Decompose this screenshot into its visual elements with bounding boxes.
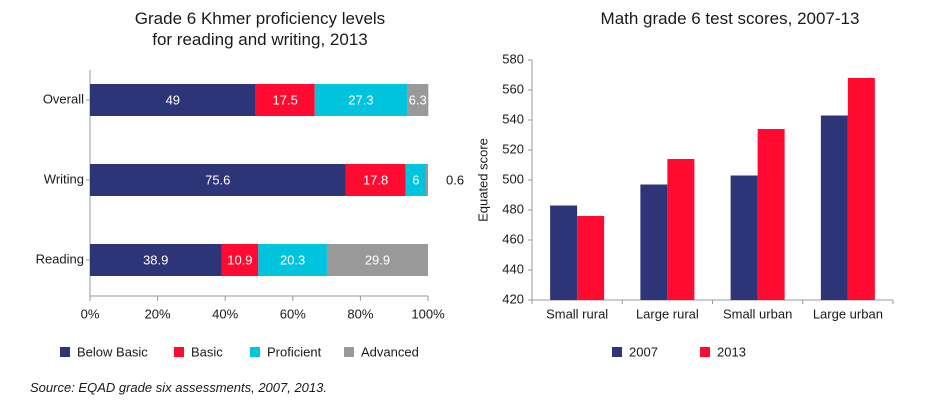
bar-segment-proficient [405, 164, 426, 196]
left-chart-title-line-1: Grade 6 Khmer proficiency levels [134, 9, 386, 28]
bar-value-label: 10.9 [227, 252, 252, 267]
source-note: Source: EQAD grade six assessments, 2007… [30, 380, 327, 395]
right-category-label: Large rural [636, 306, 699, 321]
bar-value-label: 6.3 [409, 92, 427, 107]
legend-swatch [344, 347, 354, 357]
legend-swatch [612, 347, 622, 357]
bar-segment-below-basic [90, 84, 256, 116]
right-y-tick-label: 460 [502, 231, 524, 246]
bar-segment-below-basic [90, 164, 346, 196]
left-category-label: Overall [43, 91, 84, 106]
right-y-tick-label: 520 [502, 141, 524, 156]
legend-label: Basic [191, 344, 223, 359]
bar-2007 [820, 115, 848, 300]
bar-segment-below-basic [90, 244, 222, 276]
legend-label: 2007 [629, 344, 658, 359]
right-chart-title: Math grade 6 test scores, 2007-13 [600, 9, 860, 28]
left-x-tick-label: 40% [212, 306, 238, 321]
bar-2007 [730, 175, 758, 300]
bar-value-label: 38.9 [143, 252, 168, 267]
right-category-label: Large urban [813, 306, 883, 321]
bar-value-label: 49 [166, 92, 180, 107]
bar-value-label: 75.6 [205, 172, 230, 187]
legend-label: Advanced [361, 344, 419, 359]
left-x-tick-label: 0% [81, 306, 100, 321]
legend-label: Proficient [267, 344, 322, 359]
bar-segment-advanced [326, 244, 428, 276]
right-y-tick-label: 500 [502, 171, 524, 186]
bar-segment-basic [221, 244, 259, 276]
legend-swatch [700, 347, 710, 357]
bar-segment-basic [255, 84, 315, 116]
bar-value-label: 20.3 [280, 252, 305, 267]
right-y-tick-label: 480 [502, 201, 524, 216]
bar-segment-basic [345, 164, 406, 196]
bar-segment-advanced [425, 164, 428, 196]
right-y-tick-label: 420 [502, 291, 524, 306]
bar-value-label: 17.8 [363, 172, 388, 187]
bar-value-label: 0.6 [446, 172, 464, 187]
left-x-tick-label: 60% [280, 306, 306, 321]
bar-2013 [667, 159, 695, 300]
bar-2013 [757, 129, 785, 300]
right-y-tick-label: 560 [502, 81, 524, 96]
left-x-tick-label: 20% [145, 306, 171, 321]
legend-swatch [250, 347, 260, 357]
right-y-tick-label: 580 [502, 51, 524, 66]
right-y-tick-label: 440 [502, 261, 524, 276]
left-chart-title: Grade 6 Khmer proficiency levels for rea… [90, 8, 430, 50]
bar-value-label: 29.9 [365, 252, 390, 267]
left-chart-title-line-2: for reading and writing, 2013 [152, 30, 368, 49]
bar-2013 [847, 78, 875, 300]
right-y-tick-label: 540 [502, 111, 524, 126]
left-category-label: Reading [36, 251, 84, 266]
left-x-tick-label: 80% [347, 306, 373, 321]
legend-label: Below Basic [77, 344, 148, 359]
bar-value-label: 27.3 [348, 92, 373, 107]
legend-swatch [60, 347, 70, 357]
right-category-label: Small urban [723, 306, 792, 321]
bar-segment-proficient [258, 244, 327, 276]
bar-2013 [577, 216, 605, 300]
bar-value-label: 6 [412, 172, 419, 187]
bar-segment-advanced [407, 84, 429, 116]
bar-segment-proficient [314, 84, 408, 116]
left-category-label: Writing [44, 171, 84, 186]
right-category-label: Small rural [546, 306, 608, 321]
right-y-axis-label: Equated score [475, 138, 490, 222]
bar-2007 [640, 184, 668, 300]
legend-swatch [174, 347, 184, 357]
left-x-tick-label: 100% [411, 306, 445, 321]
bar-2007 [550, 205, 578, 300]
legend-label: 2013 [717, 344, 746, 359]
bar-value-label: 17.5 [273, 92, 298, 107]
